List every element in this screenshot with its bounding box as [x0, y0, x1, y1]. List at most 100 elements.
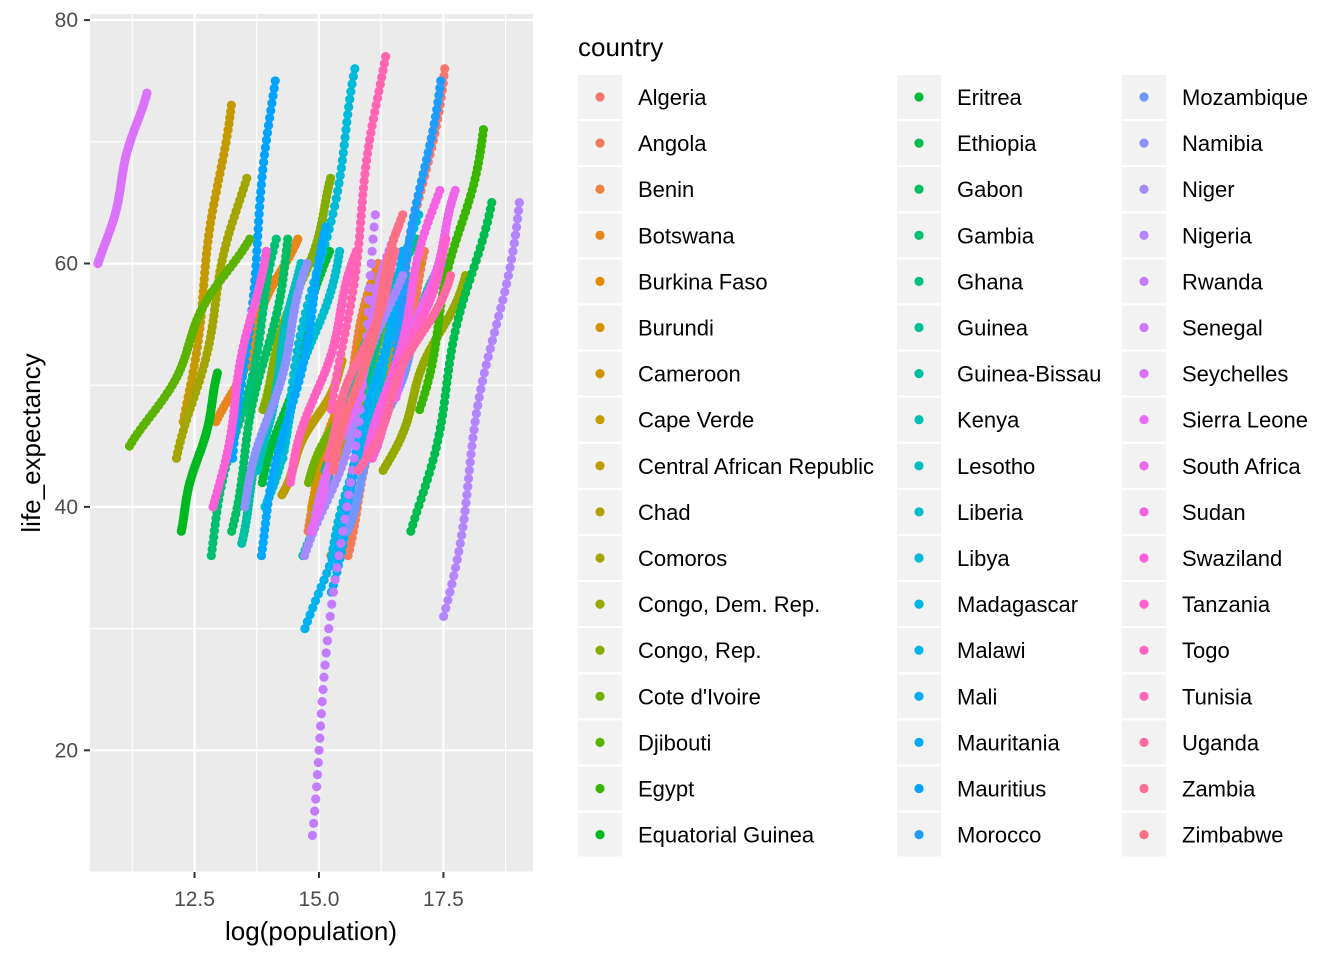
data-point: [342, 502, 352, 512]
legend-item: Ghana: [897, 259, 1024, 304]
legend-swatch: [595, 691, 605, 701]
data-point: [498, 295, 508, 305]
series-ethiopia: [406, 198, 497, 536]
data-point: [354, 231, 365, 242]
legend-label: Benin: [638, 177, 694, 202]
data-point: [458, 522, 468, 532]
data-point: [461, 498, 471, 508]
y-tick-label: 60: [55, 252, 78, 275]
data-point: [302, 617, 313, 627]
series-uganda: [353, 271, 456, 475]
data-point: [311, 794, 321, 804]
series-togo: [285, 246, 361, 488]
legend-label: Djibouti: [638, 730, 711, 755]
series-djibouti: [124, 234, 255, 451]
data-point: [505, 262, 515, 273]
legend-label: Sudan: [1182, 500, 1246, 525]
data-point: [374, 86, 384, 96]
legend-swatch: [1139, 276, 1149, 286]
data-point: [260, 142, 271, 153]
legend-swatch: [595, 369, 605, 379]
data-point: [342, 117, 352, 127]
legend-item: Libya: [897, 536, 1010, 580]
legend-item: Cape Verde: [578, 397, 754, 442]
data-point: [401, 262, 411, 272]
legend-label: Botswana: [638, 223, 735, 248]
data-point: [356, 218, 366, 228]
legend-swatch: [1139, 415, 1149, 425]
data-point: [434, 90, 444, 100]
legend-swatch: [1139, 184, 1149, 194]
legend-swatch: [1139, 553, 1149, 563]
data-point: [425, 140, 435, 150]
data-point: [471, 408, 481, 419]
data-point: [398, 291, 408, 301]
data-point: [267, 98, 277, 108]
legend-label: Morocco: [957, 823, 1041, 848]
y-axis-title: life_expectancy: [16, 353, 46, 532]
legend-swatch: [595, 92, 605, 102]
series-zimbabwe: [328, 210, 408, 475]
data-point: [332, 563, 342, 573]
data-point: [407, 219, 417, 229]
legend-label: Algeria: [638, 85, 707, 110]
data-point: [289, 369, 299, 379]
legend-label: Congo, Dem. Rep.: [638, 592, 820, 617]
legend-label: Equatorial Guinea: [638, 823, 815, 848]
data-point: [341, 125, 351, 135]
data-point: [330, 575, 340, 585]
data-point: [352, 429, 363, 439]
data-point: [411, 198, 422, 208]
data-point: [226, 100, 236, 110]
data-point: [319, 575, 329, 585]
legend-swatch: [1139, 691, 1149, 701]
data-point: [314, 745, 324, 755]
data-point: [420, 162, 430, 172]
data-point: [253, 224, 263, 234]
legend-swatch: [595, 415, 605, 425]
data-point: [397, 271, 408, 281]
data-point: [336, 163, 346, 173]
data-point: [305, 610, 315, 620]
data-point: [469, 425, 479, 435]
legend-label: Comoros: [638, 546, 727, 571]
data-point: [449, 571, 459, 581]
data-point: [365, 271, 375, 281]
data-point: [256, 187, 266, 197]
legend-item: Seychelles: [1122, 351, 1288, 396]
legend-item: Angola: [578, 121, 707, 166]
series-tunisia: [326, 51, 391, 415]
data-point: [381, 51, 391, 62]
legend-item: Kenya: [897, 397, 1020, 442]
series-gabon: [227, 234, 293, 536]
data-point: [413, 190, 423, 201]
data-point: [487, 198, 497, 208]
data-point: [443, 595, 453, 605]
data-point: [261, 246, 271, 256]
data-point: [315, 721, 326, 731]
data-point: [331, 193, 341, 204]
data-point: [329, 384, 340, 394]
legend-item: Benin: [578, 167, 694, 212]
data-point: [295, 331, 305, 341]
legend-item: Comoros: [578, 536, 727, 580]
data-point: [408, 212, 419, 222]
data-point: [292, 346, 302, 356]
legend-item: Lesotho: [897, 443, 1035, 488]
legend-item: South Africa: [1122, 443, 1301, 488]
data-point: [354, 417, 364, 427]
legend-item: Zimbabwe: [1122, 812, 1283, 857]
legend-item: Burkina Faso: [578, 259, 768, 304]
legend-item: Sierra Leone: [1122, 397, 1308, 442]
data-point: [468, 433, 478, 443]
data-point: [336, 538, 346, 549]
legend-item: Tanzania: [1122, 582, 1271, 627]
data-points: [93, 51, 524, 841]
legend-label: Burundi: [638, 316, 714, 341]
legend-label: Libya: [957, 546, 1010, 571]
data-point: [503, 271, 513, 281]
data-point: [357, 197, 367, 207]
data-point: [313, 589, 323, 599]
data-point: [441, 234, 451, 244]
data-point: [403, 240, 414, 251]
